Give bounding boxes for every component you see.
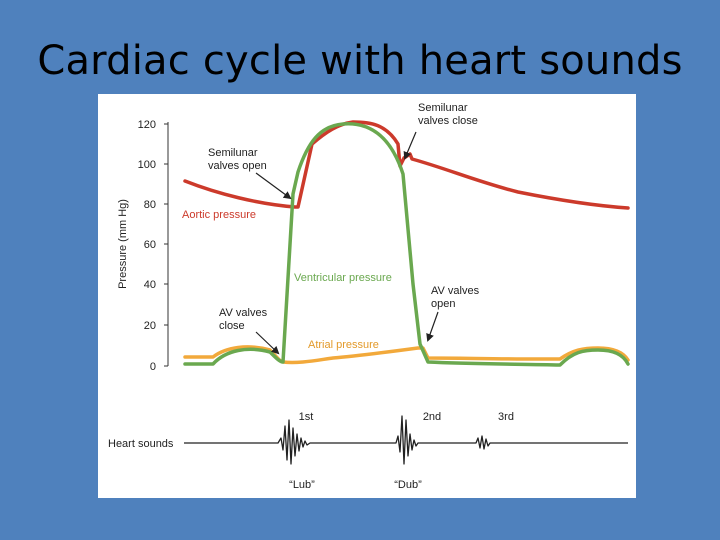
cardiac-cycle-diagram: 120 100 80 60 40 20 0 Pressure (mm Hg) A… <box>108 102 630 491</box>
third-sound-label: 3rd <box>498 411 514 423</box>
y-tick-label: 40 <box>144 279 156 291</box>
arrow-av-open <box>426 311 439 342</box>
lub-label: “Lub” <box>289 479 315 491</box>
y-tick-label: 60 <box>144 239 156 251</box>
y-axis-label: Pressure (mm Hg) <box>117 199 129 289</box>
arrow-semilunar-open <box>255 172 292 200</box>
annotation-semilunar-close-line2: valves close <box>418 115 478 127</box>
first-sound-label: 1st <box>299 411 314 423</box>
dub-label: “Dub” <box>394 479 422 491</box>
aortic-pressure-curve <box>183 120 630 210</box>
annotation-av-open-line1: AV valves <box>431 285 480 297</box>
y-tick-label: 20 <box>144 320 156 332</box>
annotation-semilunar-open-line2: valves open <box>208 160 267 172</box>
atrial-pressure-label: Atrial pressure <box>308 339 379 351</box>
y-tick-label: 80 <box>144 199 156 211</box>
aortic-pressure-label: Aortic pressure <box>182 209 256 221</box>
annotation-av-open-line2: open <box>431 298 455 310</box>
arrow-semilunar-close <box>403 131 417 160</box>
y-tick-label: 0 <box>150 361 156 373</box>
annotation-av-close-line2: close <box>219 320 245 332</box>
slide-title: Cardiac cycle with heart sounds <box>37 38 683 84</box>
y-tick-marks <box>164 123 168 367</box>
y-tick-label: 100 <box>138 159 156 171</box>
arrow-av-close <box>255 331 280 355</box>
cardiac-cycle-figure: 120 100 80 60 40 20 0 Pressure (mm Hg) A… <box>98 94 636 498</box>
second-sound-label: 2nd <box>423 411 441 423</box>
annotation-semilunar-close-line1: Semilunar <box>418 102 468 114</box>
annotation-semilunar-open-line1: Semilunar <box>208 147 258 159</box>
ventricular-pressure-label: Ventricular pressure <box>294 272 392 284</box>
annotation-av-close-line1: AV valves <box>219 307 268 319</box>
heart-sounds-label: Heart sounds <box>108 438 174 450</box>
heart-sounds-trace <box>184 415 628 465</box>
y-tick-label: 120 <box>138 119 156 131</box>
